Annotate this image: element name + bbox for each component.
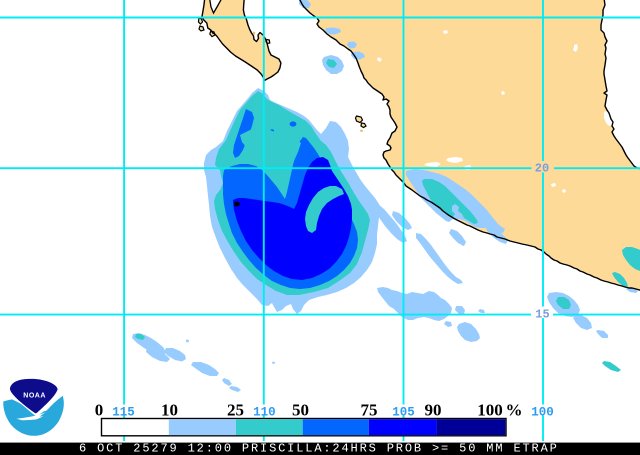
svg-text:10: 10 <box>161 401 178 420</box>
svg-text:100: 100 <box>477 401 503 420</box>
svg-text:15: 15 <box>535 308 549 322</box>
svg-text:50: 50 <box>292 401 309 420</box>
svg-text:105: 105 <box>392 406 415 420</box>
svg-text:0: 0 <box>95 401 104 420</box>
svg-text:NOAA: NOAA <box>23 392 46 399</box>
svg-text:%: % <box>506 401 523 420</box>
svg-text:6 OCT 25279 12:00 PRISCILLA:24: 6 OCT 25279 12:00 PRISCILLA:24HRS PROB >… <box>79 442 559 455</box>
svg-text:115: 115 <box>112 406 135 420</box>
svg-text:25: 25 <box>227 401 244 420</box>
svg-text:100: 100 <box>531 406 554 420</box>
svg-text:20: 20 <box>535 162 549 176</box>
svg-text:110: 110 <box>253 406 276 420</box>
svg-text:75: 75 <box>361 401 378 420</box>
svg-text:90: 90 <box>425 401 442 420</box>
